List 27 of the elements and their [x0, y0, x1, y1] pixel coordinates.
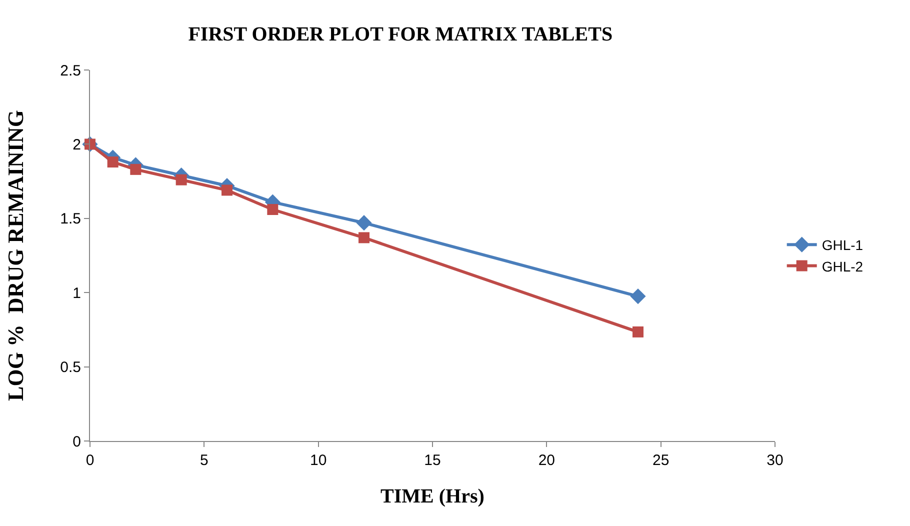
y-tick-label: 2	[72, 136, 81, 154]
y-tick-label: 1	[72, 284, 81, 302]
x-tick-label: 30	[766, 452, 784, 469]
y-tick-label: 0	[72, 433, 81, 450]
point	[267, 204, 278, 215]
x-tick-label: 5	[200, 452, 208, 469]
point	[107, 156, 118, 168]
point	[130, 164, 142, 175]
x-tick-label: 20	[538, 452, 556, 469]
legend-label: GHL-1	[822, 237, 864, 254]
y-tick-label: 0.5	[60, 359, 81, 376]
x-tick-label: 15	[424, 452, 441, 469]
point	[356, 215, 372, 231]
point	[176, 174, 187, 186]
point	[632, 326, 644, 338]
point	[630, 288, 646, 304]
x-tick-label: 0	[86, 452, 94, 469]
legend-label: GHL-2	[822, 258, 864, 274]
y-tick-label: 2.5	[60, 62, 81, 80]
x-tick-label: 10	[310, 452, 327, 469]
point	[358, 232, 370, 244]
point	[222, 184, 232, 196]
x-tick-label: 25	[652, 452, 670, 469]
x-axis-title: TIME (Hrs)	[380, 486, 484, 508]
y-axis-title: LOG % DRUG REMAINING	[2, 110, 28, 401]
y-tick-label: 1.5	[60, 210, 81, 228]
chart-title: FIRST ORDER PLOT FOR MATRIX TABLETS	[188, 23, 613, 46]
